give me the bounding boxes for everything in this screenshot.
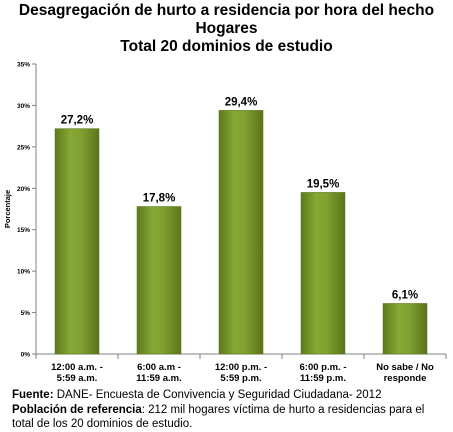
population-note: Población de referencia: 212 mil hogares… — [12, 403, 447, 432]
population-label: Población de referencia — [12, 403, 142, 416]
y-tick-label: 30% — [17, 103, 30, 110]
x-tick-label: 6:00 a.m - — [137, 362, 181, 373]
bar — [136, 206, 182, 355]
x-tick-label: 11:59 p.m. — [300, 373, 346, 384]
chart-title: Desagregación de hurto a residencia por … — [0, 2, 453, 56]
chart-title-line-2: Hogares — [195, 20, 258, 37]
bar — [382, 303, 428, 355]
source-note: Fuente: DANE- Encuesta de Convivencia y … — [12, 388, 447, 403]
data-label: 27,2% — [61, 115, 94, 127]
x-tick-label: 5:59 p.m. — [220, 373, 261, 384]
source-text: DANE- Encuesta de Convivencia y Segurida… — [53, 389, 382, 401]
data-label: 17,8% — [143, 193, 176, 205]
y-tick-label: 25% — [17, 144, 30, 151]
x-tick-label: 12:00 a.m. - — [51, 362, 103, 373]
data-label: 19,5% — [307, 178, 340, 190]
bar — [300, 192, 346, 355]
chart-title-line-3: Total 20 dominios de estudio — [120, 38, 333, 55]
y-tick-label: 15% — [17, 227, 30, 234]
x-tick-label: 6:00 p.m. - — [300, 362, 347, 373]
data-label: 29,4% — [225, 96, 258, 108]
y-tick-label: 10% — [17, 269, 30, 276]
bar — [218, 110, 264, 355]
population-text: : 212 mil hogares víctima de hurto a res… — [12, 403, 425, 431]
y-tick-label: 5% — [21, 310, 31, 317]
y-axis-title: Porcentaje — [3, 190, 12, 228]
chart-footer: Fuente: DANE- Encuesta de Convivencia y … — [12, 388, 447, 432]
x-tick-label: 12:00 p.m. - — [215, 362, 267, 373]
y-tick-label: 35% — [17, 62, 30, 69]
x-tick-label: 5:59 a.m. — [57, 373, 98, 384]
y-tick-label: 20% — [17, 186, 30, 193]
x-tick-label: No sabe / No — [376, 362, 434, 373]
chart-title-line-1: Desagregación de hurto a residencia por … — [18, 2, 435, 19]
source-label: Fuente: — [12, 389, 54, 401]
data-label: 6,1% — [392, 289, 418, 301]
y-tick-label: 0% — [21, 352, 31, 359]
x-tick-label: responde — [384, 373, 427, 384]
bar — [54, 128, 100, 355]
x-tick-label: 11:59 a.m. — [136, 373, 181, 384]
